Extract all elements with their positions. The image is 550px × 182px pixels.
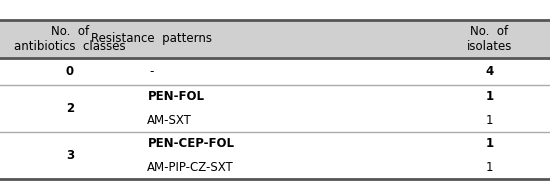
Text: No.  of
isolates: No. of isolates [467, 25, 512, 53]
Text: 1: 1 [486, 90, 493, 103]
FancyBboxPatch shape [0, 20, 550, 58]
Text: PEN-FOL: PEN-FOL [147, 90, 205, 103]
Text: 4: 4 [485, 65, 494, 78]
Text: 2: 2 [66, 102, 74, 115]
Text: PEN-CEP-FOL: PEN-CEP-FOL [147, 137, 234, 150]
Text: 1: 1 [486, 161, 493, 174]
Text: -: - [149, 65, 153, 78]
Text: 0: 0 [66, 65, 74, 78]
Text: 1: 1 [486, 114, 493, 127]
Text: AM-SXT: AM-SXT [147, 114, 192, 127]
Text: 1: 1 [486, 137, 493, 150]
Text: AM-PIP-CZ-SXT: AM-PIP-CZ-SXT [147, 161, 234, 174]
Text: No.  of
antibiotics  classes: No. of antibiotics classes [14, 25, 125, 53]
Text: Resistance  patterns: Resistance patterns [91, 33, 212, 46]
Text: 3: 3 [66, 149, 74, 162]
